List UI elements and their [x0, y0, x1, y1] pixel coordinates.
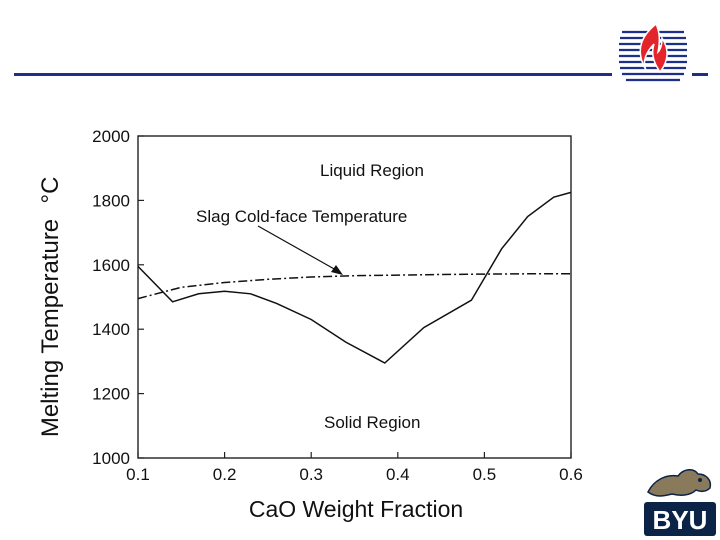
series-group — [137, 191, 572, 364]
annotation-liquid-region: Liquid Region — [320, 161, 424, 180]
plot-frame — [137, 135, 572, 459]
y-tick-label: 1000 — [92, 449, 130, 468]
byu-logo-text: BYU — [653, 505, 708, 535]
x-axis-label: CaO Weight Fraction — [249, 496, 463, 522]
series-line-liquidus — [137, 191, 572, 364]
x-tick-group: 0.1 0.2 0.3 0.4 0.5 0.6 — [126, 452, 583, 484]
annotation-solid-region: Solid Region — [324, 413, 420, 432]
x-tick-label: 0.6 — [559, 465, 583, 484]
flame-logo-icon — [619, 22, 687, 82]
y-tick-label: 1200 — [92, 385, 130, 404]
annotation-arrow-line — [257, 225, 337, 271]
annotation-slag-cold-face: Slag Cold-face Temperature — [196, 207, 407, 226]
header-rule — [14, 73, 612, 76]
x-tick-label: 0.5 — [473, 465, 497, 484]
header-rule-tail — [692, 73, 708, 76]
byu-cougar-logo: BYU — [644, 469, 716, 536]
series-line-slag-cold-face — [137, 273, 571, 300]
y-tick-label: 1800 — [92, 191, 130, 210]
y-tick-label: 2000 — [92, 127, 130, 146]
annotation-arrow-head — [331, 265, 343, 275]
x-tick-label: 0.2 — [213, 465, 237, 484]
x-tick-label: 0.4 — [386, 465, 410, 484]
y-axis-label: Melting Temperature — [37, 219, 64, 437]
y-axis-unit: °C — [37, 177, 64, 204]
x-tick-label: 0.1 — [126, 465, 150, 484]
x-tick-label: 0.3 — [299, 465, 323, 484]
y-tick-label: 1600 — [92, 256, 130, 275]
y-tick-label: 1400 — [92, 320, 130, 339]
y-tick-group: 1000 1200 1400 1600 1800 2000 — [92, 127, 144, 468]
